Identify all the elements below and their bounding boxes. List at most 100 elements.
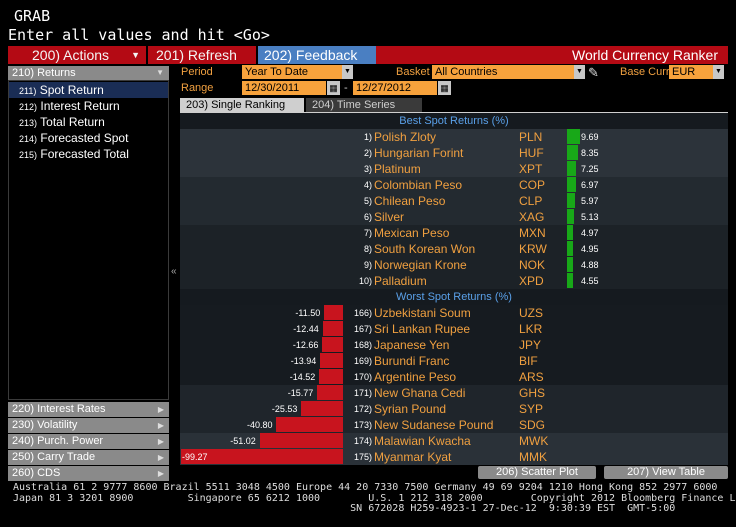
return-bar [259, 433, 343, 448]
sidebar-section-cds[interactable]: 260) CDS ▶ [8, 466, 169, 481]
currency-code: JPY [519, 338, 542, 352]
chevron-right-icon: ▶ [157, 421, 164, 430]
chevron-down-icon[interactable]: ▼ [574, 65, 585, 79]
return-value: 5.13 [581, 212, 599, 222]
sidebar-item-forecasted-total[interactable]: 215) Forecasted Total [9, 146, 168, 162]
table-row[interactable] [180, 257, 728, 273]
return-value: -11.50 [295, 308, 321, 318]
table-row[interactable] [180, 385, 728, 401]
rank-number: 174) [353, 436, 372, 446]
return-value: 9.69 [581, 132, 599, 142]
item-number: 214) [19, 134, 38, 144]
return-value: -12.66 [292, 340, 319, 350]
sidebar-item-forecasted-spot[interactable]: 214) Forecasted Spot [9, 130, 168, 146]
base-currency-label: Base Curr [620, 66, 670, 78]
currency-code: GHS [519, 386, 546, 400]
section-label: 240) Purch. Power [12, 435, 104, 447]
currency-code: XPD [519, 274, 544, 288]
rank-number: 167) [353, 324, 372, 334]
table-row[interactable] [180, 193, 728, 209]
refresh-button[interactable]: 201) Refresh [148, 46, 256, 64]
returns-header-label: 210) Returns [12, 67, 76, 79]
return-bar [567, 257, 574, 272]
return-bar [322, 337, 343, 352]
chevron-down-icon[interactable]: ▼ [342, 65, 353, 79]
return-bar [322, 321, 343, 336]
rank-number: 7) [363, 228, 372, 238]
table-row[interactable] [180, 305, 728, 321]
section-label: 220) Interest Rates [12, 403, 106, 415]
tab-time-series[interactable]: 204) Time Series [306, 98, 422, 112]
actions-button[interactable]: 200) Actions ▼ [8, 46, 146, 64]
chevron-down-icon[interactable]: ▼ [713, 65, 724, 79]
return-value: -12.44 [293, 324, 319, 334]
return-bar [567, 129, 580, 144]
sidebar-section-carry-trade[interactable]: 250) Carry Trade ▶ [8, 450, 169, 465]
tab-single-ranking[interactable]: 203) Single Ranking [180, 98, 304, 112]
table-row[interactable] [180, 145, 728, 161]
rank-number: 10) [358, 276, 372, 286]
currency-code: ARS [519, 370, 544, 384]
calendar-icon[interactable]: ▦ [438, 81, 451, 95]
rank-number: 8) [363, 244, 372, 254]
table-row[interactable] [180, 129, 728, 145]
table-row[interactable] [180, 161, 728, 177]
currency-code: XPT [519, 162, 543, 176]
view-table-button[interactable]: 207) View Table [604, 466, 728, 479]
chevron-right-icon: ▶ [157, 437, 164, 446]
sidebar-item-total-return[interactable]: 213) Total Return [9, 114, 168, 130]
rank-number: 173) [353, 420, 372, 430]
return-value: -13.94 [290, 356, 317, 366]
sidebar-section-interest-rates[interactable]: 220) Interest Rates ▶ [8, 402, 169, 417]
feedback-button[interactable]: 202) Feedback [258, 46, 376, 64]
table-row[interactable] [180, 273, 728, 289]
scatter-plot-button[interactable]: 206) Scatter Plot [478, 466, 596, 479]
table-row[interactable] [180, 337, 728, 353]
currency-code: PLN [519, 130, 543, 144]
table-row[interactable] [180, 209, 728, 225]
currency-code: CLP [519, 194, 543, 208]
calendar-icon[interactable]: ▦ [327, 81, 340, 95]
currency-name: New Ghana Cedi [374, 386, 466, 400]
table-row[interactable] [180, 353, 728, 369]
screen-title: GRAB [14, 7, 51, 25]
sidebar-item-interest-return[interactable]: 212) Interest Return [9, 98, 168, 114]
table-row[interactable] [180, 177, 728, 193]
footer: Australia 61 2 9777 8600 Brazil 5511 304… [13, 482, 736, 515]
currency-name: Burundi Franc [374, 354, 450, 368]
sidebar-section-volatility[interactable]: 230) Volatility ▶ [8, 418, 169, 433]
period-select[interactable]: Year To Date [242, 65, 342, 79]
basket-select[interactable]: All Countries [432, 65, 574, 79]
range-start-input[interactable]: 12/30/2011 [242, 81, 326, 95]
return-value: -14.52 [289, 372, 316, 382]
base-currency-select[interactable]: EUR [669, 65, 713, 79]
range-end-input[interactable]: 12/27/2012 [353, 81, 437, 95]
table-row[interactable] [180, 321, 728, 337]
sidebar-section-purch-power[interactable]: 240) Purch. Power ▶ [8, 434, 169, 449]
currency-name: New Sudanese Pound [374, 418, 494, 432]
currency-name: Uzbekistani Soum [374, 306, 471, 320]
rank-number: 9) [363, 260, 372, 270]
return-value: 4.95 [581, 244, 599, 254]
return-bar [319, 369, 343, 384]
collapse-panel-icon[interactable]: « [171, 266, 177, 277]
table-row[interactable] [180, 241, 728, 257]
rank-number: 4) [363, 180, 372, 190]
returns-section-header[interactable]: 210) Returns ▼ [8, 66, 169, 80]
currency-name: Chilean Peso [374, 194, 446, 208]
best-header-unit: (%) [491, 115, 509, 127]
edit-pencil-icon[interactable]: ✎ [588, 65, 599, 80]
range-label: Range [181, 82, 214, 94]
sidebar-item-spot-return[interactable]: 211) Spot Return [9, 82, 168, 98]
table-row[interactable] [180, 225, 728, 241]
footer-line: Japan 81 3 3201 8900 Singapore 65 6212 1… [13, 492, 736, 504]
return-bar [320, 353, 343, 368]
return-bar [301, 401, 343, 416]
table-row[interactable] [180, 369, 728, 385]
actions-label: 200) Actions [32, 47, 110, 63]
currency-code: COP [519, 178, 546, 192]
return-value: 7.25 [581, 164, 599, 174]
worst-returns-header: Worst Spot Returns (%) [180, 290, 728, 304]
rank-number: 171) [353, 388, 372, 398]
toolbar: 200) Actions ▼ 201) Refresh 202) Feedbac… [8, 46, 728, 64]
